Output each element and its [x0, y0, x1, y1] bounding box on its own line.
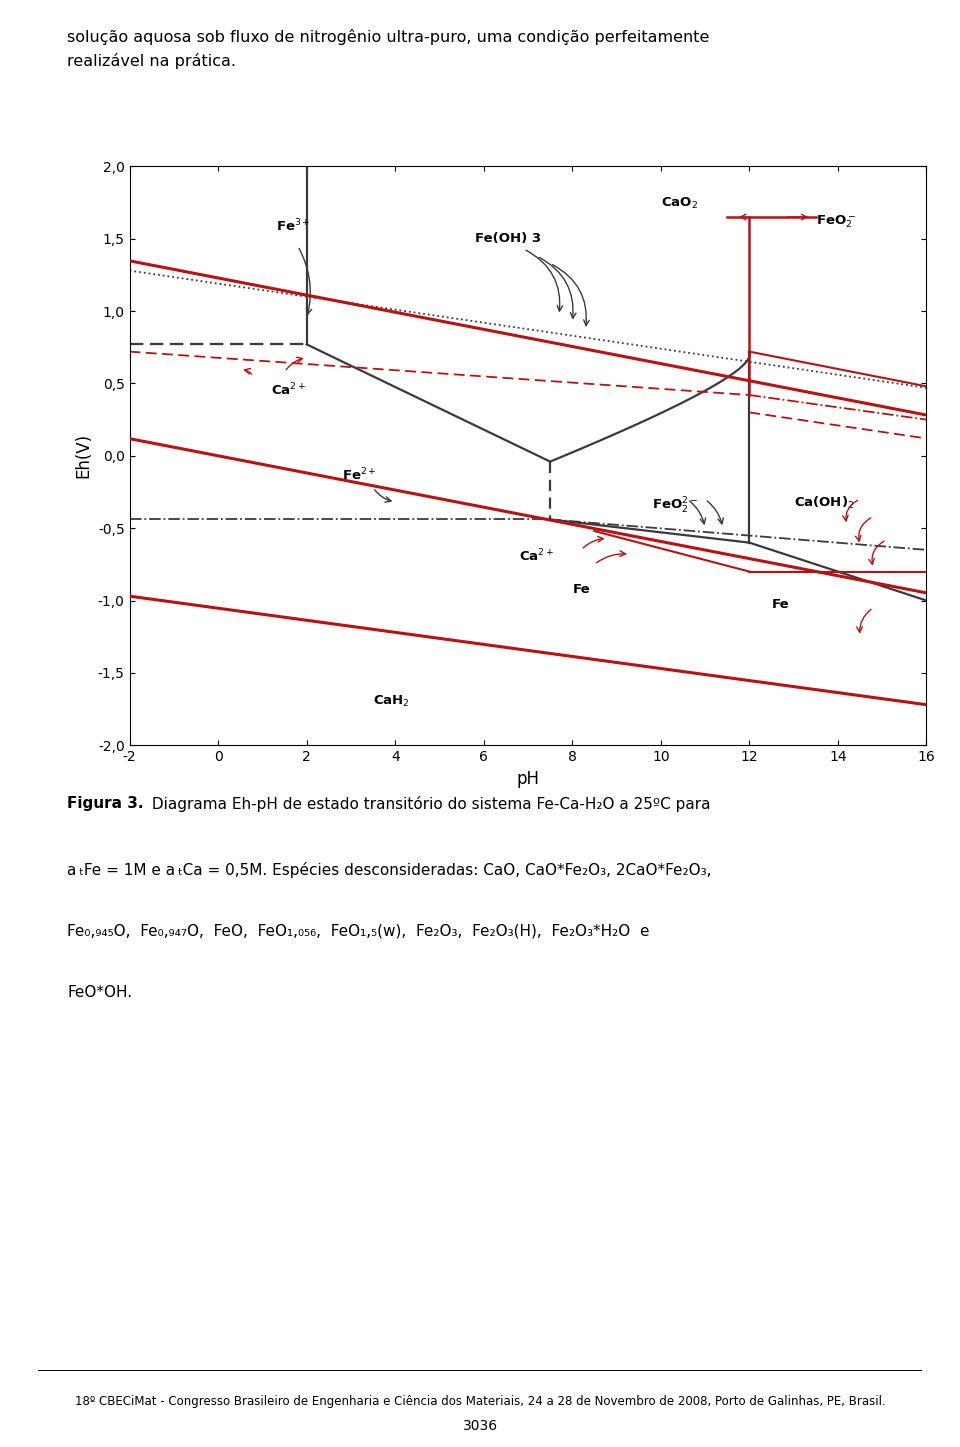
- Text: Diagrama Eh-pH de estado transitório do sistema Fe-Ca-H₂O a 25ºC para: Diagrama Eh-pH de estado transitório do …: [148, 796, 711, 812]
- Text: solução aquosa sob fluxo de nitrogênio ultra-puro, uma condição perfeitamente
re: solução aquosa sob fluxo de nitrogênio u…: [67, 29, 709, 69]
- Text: 18º CBECiMat - Congresso Brasileiro de Engenharia e Ciência dos Materiais, 24 a : 18º CBECiMat - Congresso Brasileiro de E…: [75, 1395, 885, 1408]
- Text: Fe: Fe: [572, 583, 589, 596]
- Text: FeO*OH.: FeO*OH.: [67, 985, 132, 1000]
- Text: Ca$^{2+}$: Ca$^{2+}$: [519, 548, 555, 564]
- Text: Fe(OH) 3: Fe(OH) 3: [475, 232, 541, 245]
- Text: FeO$_2^{2-}$: FeO$_2^{2-}$: [652, 495, 698, 515]
- Text: CaH$_2$: CaH$_2$: [373, 693, 410, 709]
- Text: Fe: Fe: [772, 598, 789, 611]
- Text: CaO$_2$: CaO$_2$: [660, 195, 698, 211]
- Text: Ca$^{2+}$: Ca$^{2+}$: [272, 382, 306, 398]
- Text: Fe₀,₉₄₅O,  Fe₀,₉₄₇O,  FeO,  FeO₁,₀₅₆,  FeO₁,₅(w),  Fe₂O₃,  Fe₂O₃(H),  Fe₂O₃*H₂O : Fe₀,₉₄₅O, Fe₀,₉₄₇O, FeO, FeO₁,₀₅₆, FeO₁,…: [67, 925, 650, 939]
- Text: Ca(OH)$_2$: Ca(OH)$_2$: [794, 495, 853, 511]
- Text: Fe$^{3+}$: Fe$^{3+}$: [276, 218, 310, 234]
- X-axis label: pH: pH: [516, 770, 540, 787]
- Text: a ₜFe = 1M e a ₜCa = 0,5M. Espécies desconsideradas: CaO, CaO*Fe₂O₃, 2CaO*Fe₂O₃,: a ₜFe = 1M e a ₜCa = 0,5M. Espécies desc…: [67, 862, 711, 878]
- Text: Fe$^{2+}$: Fe$^{2+}$: [342, 467, 376, 483]
- Text: FeO$_2^-$: FeO$_2^-$: [816, 213, 855, 230]
- Text: Figura 3.: Figura 3.: [67, 796, 144, 810]
- Y-axis label: Eh(V): Eh(V): [74, 433, 92, 479]
- Text: 3036: 3036: [463, 1420, 497, 1433]
